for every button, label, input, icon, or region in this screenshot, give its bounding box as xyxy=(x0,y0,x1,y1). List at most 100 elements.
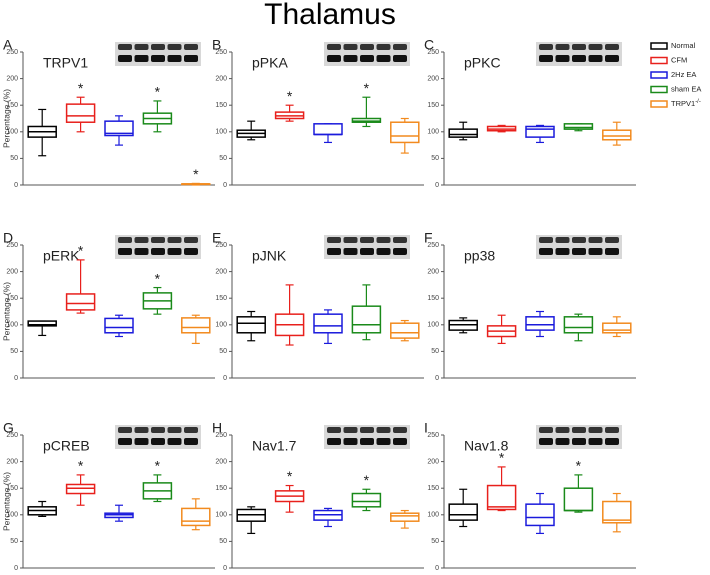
box xyxy=(602,322,632,334)
y-tick-label: 100 xyxy=(215,512,227,519)
blot-band xyxy=(184,438,198,445)
panel-title: pPKC xyxy=(464,55,501,71)
y-tick-label: 100 xyxy=(427,129,439,136)
panel-letter: E xyxy=(212,230,221,246)
y-tick-label: 50 xyxy=(431,348,439,355)
legend-swatch xyxy=(650,42,668,50)
panel-title: TRPV1 xyxy=(43,55,88,71)
box xyxy=(602,500,632,524)
y-tick-label: 150 xyxy=(6,102,18,109)
y-tick-label: 50 xyxy=(431,538,439,545)
blot-band xyxy=(167,427,182,433)
blot-band xyxy=(343,237,358,243)
box xyxy=(525,125,555,138)
blot-band xyxy=(572,237,586,243)
blot-band xyxy=(376,237,391,243)
panel-title: pPKA xyxy=(252,55,288,71)
y-tick-label: 200 xyxy=(215,268,227,275)
panel-title: Nav1.7 xyxy=(252,438,297,454)
blot-band xyxy=(184,427,198,433)
y-tick-label: 100 xyxy=(427,512,439,519)
box xyxy=(181,507,211,527)
legend-label: 2Hz EA xyxy=(671,70,696,79)
panel-letter: D xyxy=(3,230,13,246)
blot-band xyxy=(151,237,165,243)
blot-band xyxy=(555,237,570,243)
legend-label: sham EA xyxy=(671,84,701,93)
blot-band xyxy=(118,248,132,255)
box xyxy=(448,503,478,521)
blot-band xyxy=(327,55,341,62)
blot-band xyxy=(343,55,358,62)
box xyxy=(486,484,517,511)
y-tick-label: 0 xyxy=(14,375,18,382)
box xyxy=(313,313,343,334)
blot-band xyxy=(393,237,407,243)
blot-band xyxy=(327,237,341,243)
blot-band xyxy=(167,248,182,255)
blot-band xyxy=(151,44,165,50)
blot-band xyxy=(539,55,553,62)
legend-label: TRPV1-/- xyxy=(671,99,701,108)
legend-swatch xyxy=(650,56,668,65)
significance-star: * xyxy=(499,450,505,466)
box xyxy=(525,316,555,331)
y-tick-label: 250 xyxy=(215,242,227,249)
y-tick-label: 250 xyxy=(427,432,439,439)
blot-band xyxy=(376,55,391,62)
legend-sup: -/- xyxy=(695,99,701,105)
y-tick-label: 0 xyxy=(435,375,439,382)
significance-star: * xyxy=(193,166,199,182)
box xyxy=(65,293,96,311)
blot-band xyxy=(151,55,165,62)
y-tick-label: 150 xyxy=(427,102,439,109)
y-tick-label: 200 xyxy=(6,268,18,275)
blot-band xyxy=(118,44,132,50)
panel-title: Nav1.8 xyxy=(464,438,509,454)
blot-band xyxy=(134,44,149,50)
blot-band xyxy=(555,438,570,445)
significance-star: * xyxy=(155,458,161,474)
legend-label: CFM xyxy=(671,55,687,64)
y-tick-label: 250 xyxy=(215,49,227,56)
box xyxy=(351,492,382,508)
panel-letter: I xyxy=(424,420,428,436)
blot-band xyxy=(134,248,149,255)
blot-band xyxy=(376,44,391,50)
blot-band xyxy=(360,427,374,433)
blot-band xyxy=(327,427,341,433)
blot-band xyxy=(360,237,374,243)
blot-band xyxy=(572,427,586,433)
blot-band xyxy=(605,427,619,433)
blot-band xyxy=(588,427,603,433)
y-tick-label: 250 xyxy=(215,432,227,439)
box xyxy=(602,129,632,141)
box xyxy=(563,316,594,334)
y-tick-label: 100 xyxy=(6,512,18,519)
y-tick-label: 100 xyxy=(215,322,227,329)
blot-band xyxy=(572,55,586,62)
blot-band xyxy=(588,44,603,50)
y-tick-label: 0 xyxy=(223,565,227,572)
y-tick-label: 0 xyxy=(14,182,18,189)
y-tick-label: 100 xyxy=(215,129,227,136)
y-tick-label: 250 xyxy=(6,242,18,249)
panel-letter: B xyxy=(212,37,221,53)
legend-swatch xyxy=(650,71,668,79)
box xyxy=(390,512,420,522)
legend-swatch xyxy=(650,100,668,108)
panel-letter: G xyxy=(3,420,14,436)
figure-title: Thalamus xyxy=(264,0,396,31)
y-tick-label: 50 xyxy=(219,348,227,355)
blot-band xyxy=(343,248,358,255)
blot-band xyxy=(134,237,149,243)
box xyxy=(104,120,134,137)
blot-band xyxy=(376,427,391,433)
panel-letter: A xyxy=(3,37,13,53)
panel-letter: F xyxy=(424,230,433,246)
blot-band xyxy=(327,44,341,50)
significance-star: * xyxy=(364,472,370,488)
box xyxy=(104,317,134,334)
blot-band xyxy=(393,44,407,50)
blot-band xyxy=(151,438,165,445)
